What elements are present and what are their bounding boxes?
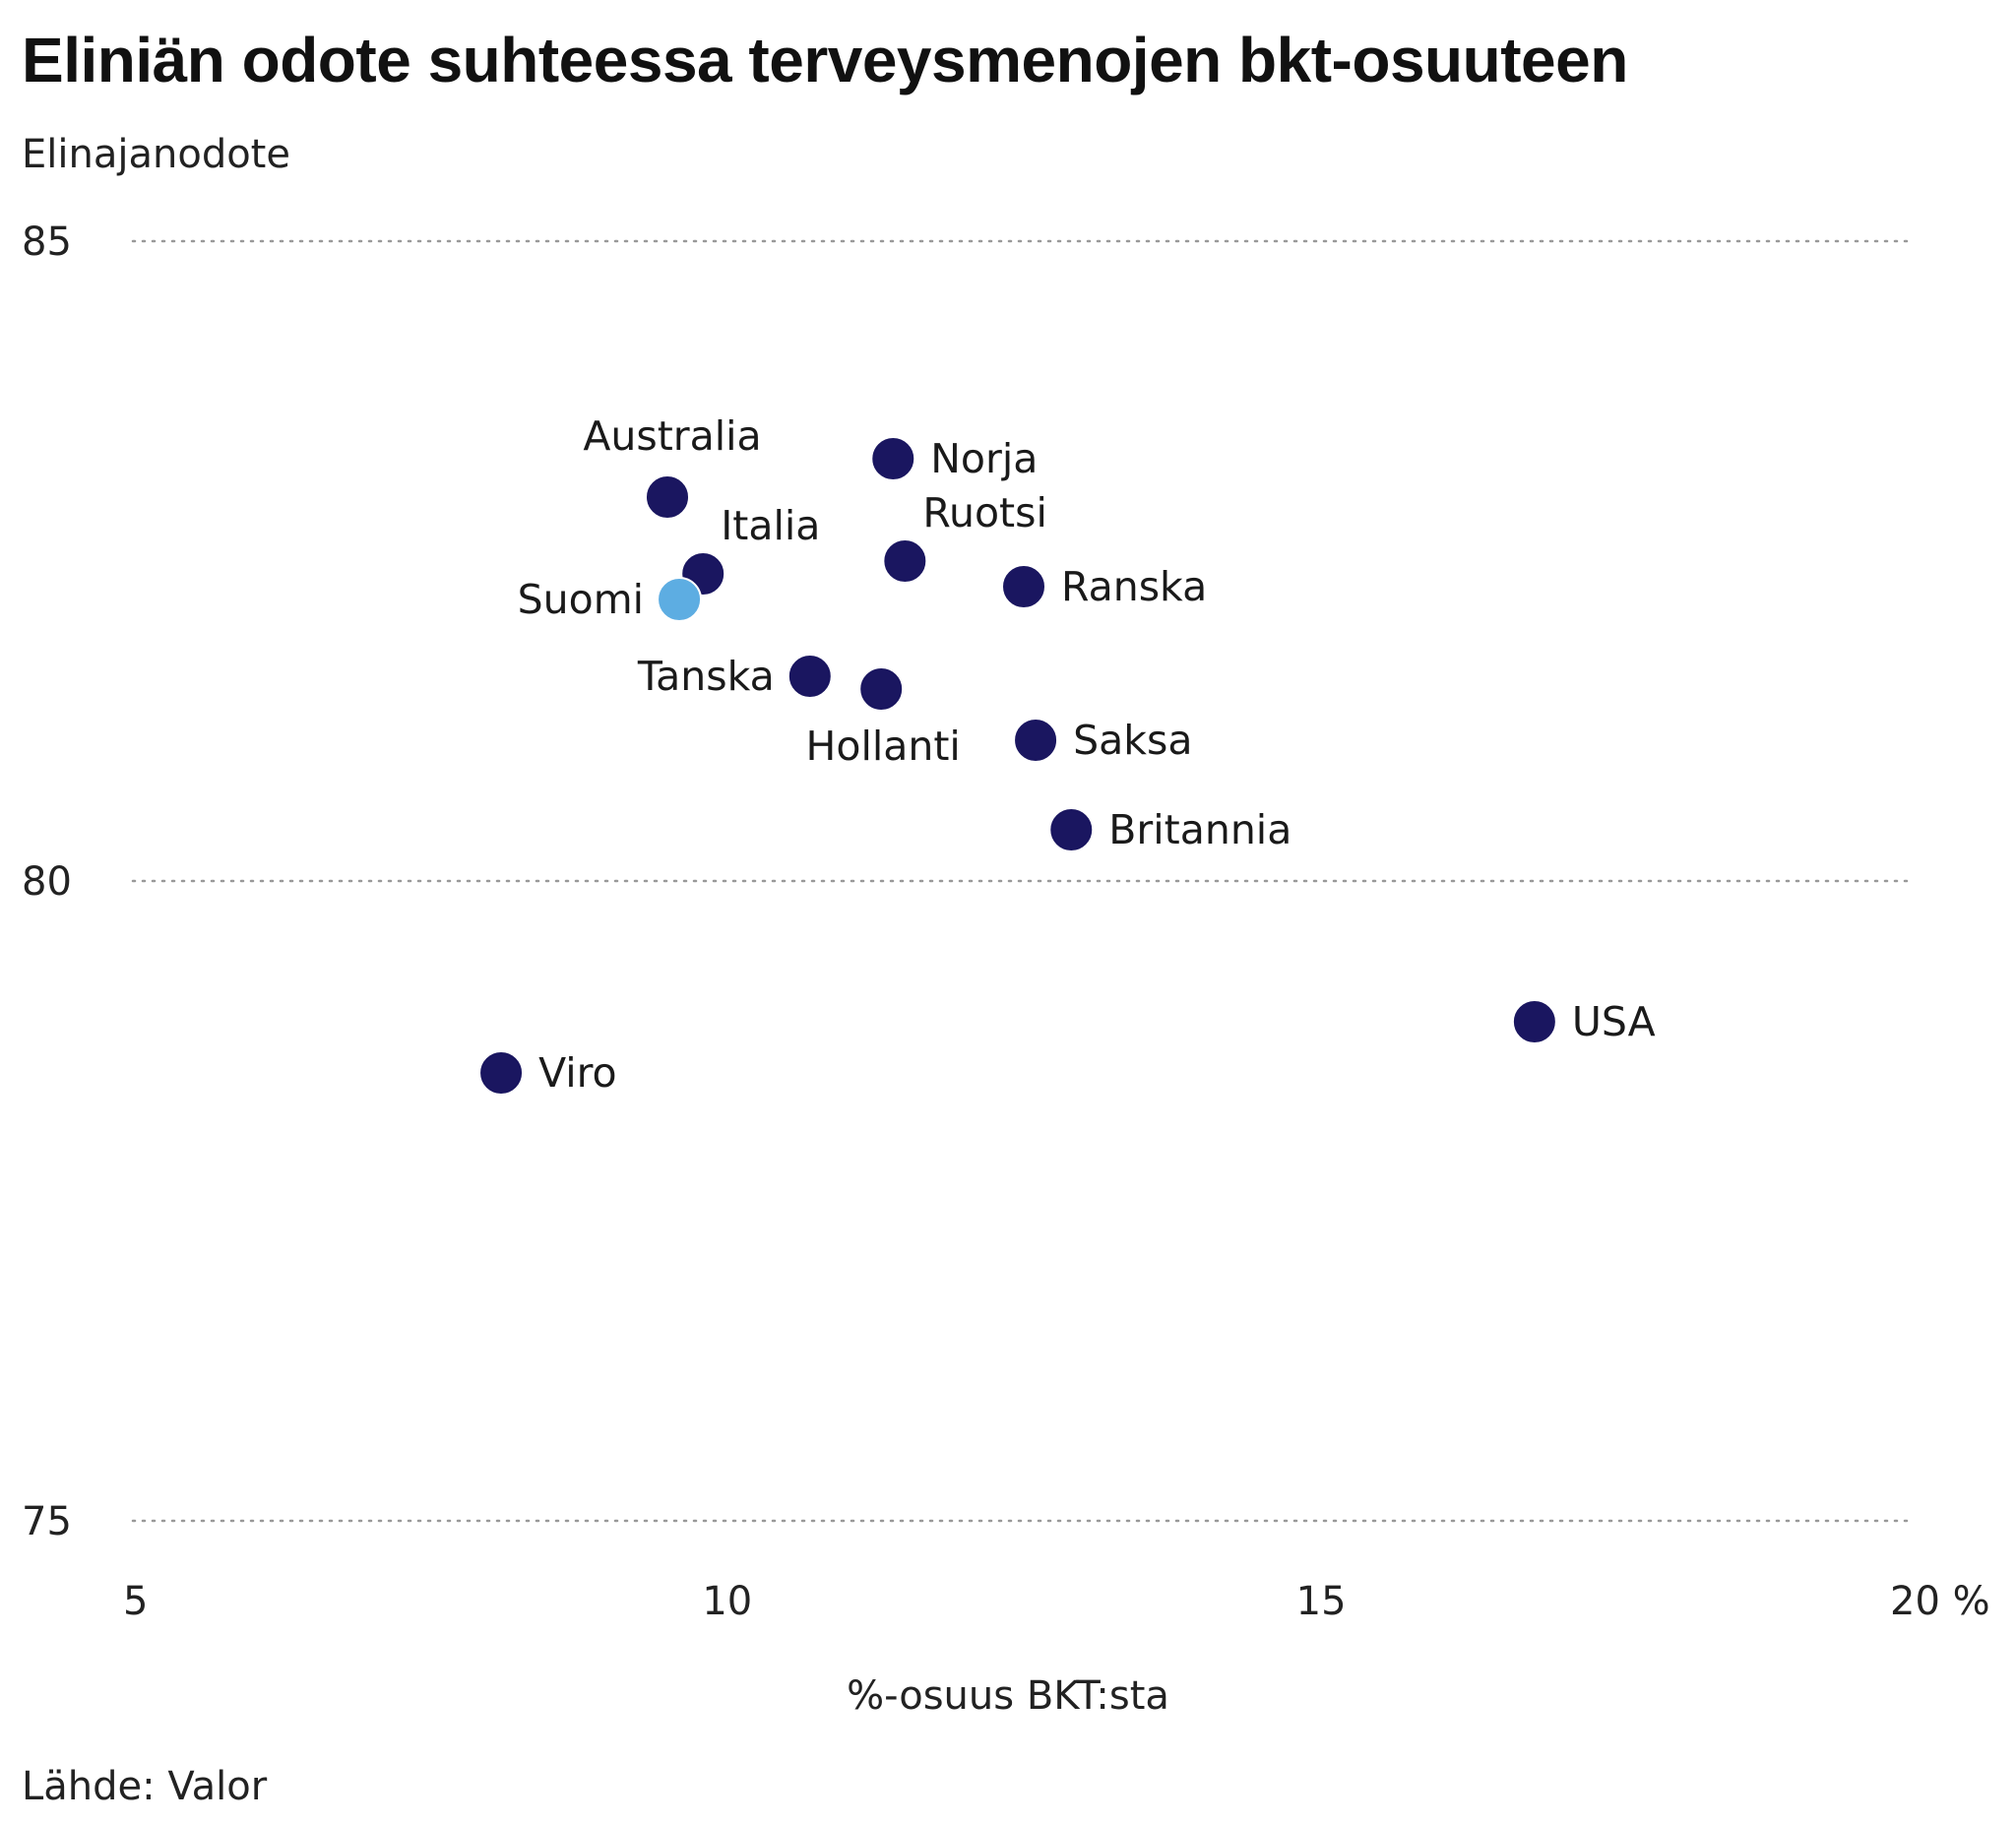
point-label-viro: Viro	[538, 1049, 617, 1097]
data-point-usa	[1511, 999, 1557, 1044]
y-tick-label: 80	[22, 859, 72, 905]
x-tick-label: 20 %	[1890, 1579, 1990, 1624]
point-label-tanska: Tanska	[637, 653, 775, 700]
y-tick-labels: 75 80 85	[22, 220, 72, 1544]
source-note: Lähde: Valor	[22, 1764, 268, 1809]
x-tick-label: 10	[702, 1579, 752, 1624]
point-label-italia: Italia	[721, 502, 820, 549]
y-tick-label: 75	[22, 1499, 72, 1544]
point-label-hollanti: Hollanti	[806, 723, 961, 770]
data-points	[478, 436, 1557, 1096]
data-point-ruotsi	[882, 538, 928, 584]
point-label-saksa: Saksa	[1073, 717, 1192, 764]
point-label-usa: USA	[1572, 998, 1656, 1045]
data-point-tanska	[787, 654, 833, 699]
data-point-suomi	[657, 577, 703, 622]
y-tick-label: 85	[22, 220, 72, 265]
data-point-australia	[645, 474, 690, 520]
point-label-ranska: Ranska	[1061, 563, 1207, 610]
point-label-ruotsi: Ruotsi	[922, 489, 1047, 536]
data-point-hollanti	[858, 666, 905, 712]
point-label-britannia: Britannia	[1108, 806, 1292, 853]
point-label-australia: Australia	[583, 412, 761, 460]
data-point-ranska	[1001, 564, 1046, 609]
x-tick-label: 15	[1296, 1579, 1347, 1624]
point-label-suomi: Suomi	[518, 576, 644, 623]
data-point-viro	[478, 1050, 525, 1096]
point-label-norja: Norja	[930, 435, 1038, 482]
x-tick-labels: 5 10 15 20 %	[123, 1579, 1990, 1624]
grid-lines	[131, 239, 1917, 1523]
chart-title: Eliniän odote suhteessa terveysmenojen b…	[22, 25, 1628, 95]
data-point-saksa	[1013, 718, 1059, 763]
point-labels: Australia Norja Italia Ruotsi Suomi Ranska Tan…	[518, 412, 1656, 1097]
x-axis-label: %-osuus BKT:sta	[847, 1673, 1169, 1719]
y-axis-label: Elinajanodote	[22, 132, 290, 177]
data-point-britannia	[1048, 807, 1095, 852]
data-point-norja	[870, 436, 916, 481]
x-tick-label: 5	[123, 1579, 148, 1624]
